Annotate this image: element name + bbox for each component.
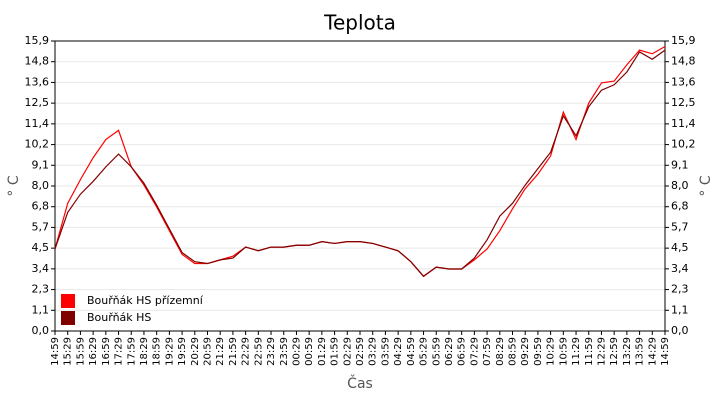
x-axis-label: Čas — [347, 374, 373, 392]
y-tick-label: 14,8 — [25, 55, 50, 68]
x-tick-label: 00:59 — [304, 337, 315, 366]
x-tick-label: 08:59 — [508, 337, 519, 366]
x-tick-label: 19:59 — [177, 337, 188, 366]
x-tick-label: 09:29 — [520, 337, 531, 366]
x-tick-label: 16:29 — [88, 337, 99, 366]
x-tick-label: 17:29 — [114, 337, 125, 366]
x-tick-label: 08:29 — [495, 337, 506, 366]
x-tick-label: 01:29 — [317, 337, 328, 366]
chart-title: Teplota — [323, 11, 396, 35]
legend-swatch — [61, 311, 75, 325]
x-tick-label: 05:59 — [431, 337, 442, 366]
x-tick-label: 21:29 — [215, 337, 226, 366]
y-tick-label: 0,0 — [32, 324, 50, 337]
x-tick-label: 04:29 — [393, 337, 404, 366]
x-tick-label: 18:29 — [139, 337, 150, 366]
legend-swatch — [61, 294, 75, 308]
x-tick-label: 05:29 — [419, 337, 430, 366]
x-tick-label: 22:29 — [241, 337, 252, 366]
y-tick-label-right: 12,5 — [671, 96, 696, 109]
legend-label: Bouřňák HS — [87, 311, 151, 324]
x-tick-label: 23:59 — [279, 337, 290, 366]
x-tick-label: 19:29 — [164, 337, 175, 366]
y-tick-label: 3,4 — [32, 262, 50, 275]
y-tick-label: 4,5 — [32, 241, 50, 254]
y-tick-label: 9,1 — [32, 158, 50, 171]
y-axis-label: ° C — [6, 175, 22, 196]
y-tick-label: 1,1 — [32, 303, 50, 316]
x-tick-label: 12:59 — [609, 337, 620, 366]
x-tick-label: 06:29 — [444, 337, 455, 366]
y-tick-label-right: 1,1 — [671, 303, 689, 316]
x-tick-label: 20:59 — [203, 337, 214, 366]
x-tick-label: 01:59 — [330, 337, 341, 366]
x-tick-label: 12:29 — [596, 337, 607, 366]
y-tick-label-right: 8,0 — [671, 179, 689, 192]
series-line — [54, 49, 666, 278]
y-tick-label-right: 3,4 — [671, 262, 689, 275]
legend-label: Bouřňák HS přízemní — [87, 294, 204, 307]
x-tick-label: 07:29 — [469, 337, 480, 366]
x-tick-label: 02:59 — [355, 337, 366, 366]
y-axis-label-right: ° C — [698, 175, 714, 196]
x-tick-label: 14:59 — [660, 337, 671, 366]
x-tick-label: 11:29 — [571, 337, 582, 366]
x-tick-label: 09:59 — [533, 337, 544, 366]
y-tick-label-right: 15,9 — [671, 34, 696, 47]
y-tick-label-right: 6,8 — [671, 200, 689, 213]
x-tick-label: 15:59 — [75, 337, 86, 366]
x-tick-label: 04:59 — [406, 337, 417, 366]
x-tick-label: 07:59 — [482, 337, 493, 366]
x-tick-label: 06:59 — [457, 337, 468, 366]
x-tick-label: 00:29 — [291, 337, 302, 366]
y-tick-label-right: 5,7 — [671, 220, 689, 233]
y-tick-label-right: 9,1 — [671, 158, 689, 171]
y-tick-label: 10,2 — [25, 138, 50, 151]
y-tick-label-right: 4,5 — [671, 241, 689, 254]
y-tick-label-right: 0,0 — [671, 324, 689, 337]
x-tick-label: 17:59 — [126, 337, 137, 366]
y-tick-label-right: 11,4 — [671, 117, 696, 130]
x-tick-label: 16:59 — [101, 337, 112, 366]
x-tick-label: 03:29 — [368, 337, 379, 366]
x-tick-label: 15:29 — [63, 337, 74, 366]
y-tick-label: 5,7 — [32, 220, 50, 233]
y-tick-label: 15,9 — [25, 34, 50, 47]
y-tick-label: 11,4 — [25, 117, 50, 130]
y-tick-label-right: 14,8 — [671, 55, 696, 68]
x-tick-label: 03:59 — [380, 337, 391, 366]
y-tick-label: 12,5 — [25, 96, 50, 109]
x-tick-label: 10:59 — [558, 337, 569, 366]
x-tick-label: 22:59 — [253, 337, 264, 366]
y-tick-label: 13,6 — [25, 75, 50, 88]
x-tick-label: 14:59 — [50, 337, 61, 366]
x-tick-label: 10:29 — [546, 337, 557, 366]
x-tick-label: 11:59 — [584, 337, 595, 366]
y-tick-label-right: 13,6 — [671, 75, 696, 88]
x-tick-label: 21:59 — [228, 337, 239, 366]
x-tick-label: 14:29 — [647, 337, 658, 366]
x-tick-label: 13:59 — [635, 337, 646, 366]
x-tick-label: 13:29 — [622, 337, 633, 366]
x-tick-label: 20:29 — [190, 337, 201, 366]
y-tick-label: 8,0 — [32, 179, 50, 192]
x-tick-label: 18:59 — [152, 337, 163, 366]
x-tick-label: 23:29 — [266, 337, 277, 366]
y-tick-label-right: 10,2 — [671, 138, 696, 151]
y-tick-label: 2,3 — [32, 283, 50, 296]
y-tick-label-right: 2,3 — [671, 283, 689, 296]
y-tick-label: 6,8 — [32, 200, 50, 213]
x-tick-label: 02:29 — [342, 337, 353, 366]
